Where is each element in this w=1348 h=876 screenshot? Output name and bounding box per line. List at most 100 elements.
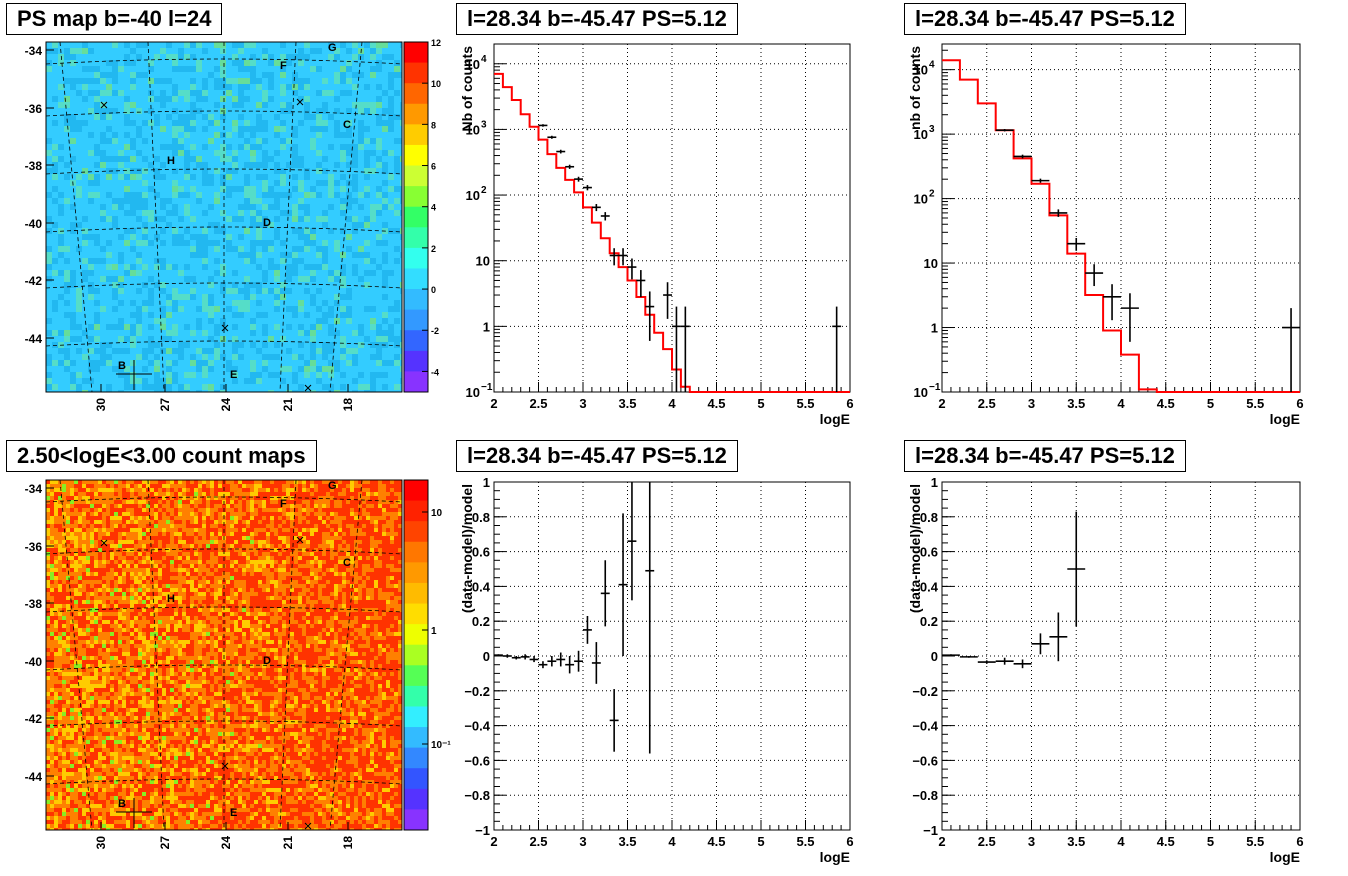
spectrum-2-ytick-label: 10: [914, 127, 928, 142]
count-map-colorbar-swatch: [404, 624, 428, 646]
spectrum-1-xtick-label: 4: [668, 396, 676, 411]
residual-2-ytick-label: 0.8: [920, 510, 938, 525]
residual-2-ytick-label: 0.2: [920, 614, 938, 629]
count-map-colorbar-swatch: [404, 603, 428, 625]
spectrum-1-title: l=28.34 b=-45.47 PS=5.12: [456, 3, 738, 35]
ps-map-source-label: G: [328, 42, 337, 54]
spectrum-1-data-point: [627, 258, 637, 280]
residual-2-xtick-label: 6: [1296, 834, 1303, 849]
spectrum-2-ylabel: nb of counts: [907, 46, 923, 130]
ps-map-lat-line: [45, 340, 403, 347]
residual-1-xtick-label: 4.5: [707, 834, 725, 849]
spectrum-1-data-point: [547, 135, 557, 139]
count-map-colorbar-label: 1: [431, 626, 437, 637]
residual-1-panel: 2 2.5 3 3.5 4 4.5 5 5.5 6 1 0.8 0.6 0.4 0.2 0 −0.2 −0.4 −…: [459, 475, 854, 865]
spectrum-1-ytick-exp: 3: [481, 119, 487, 130]
residual-1-xtick-label: 3.5: [618, 834, 636, 849]
spectrum-2-ytick-exp: 3: [929, 124, 935, 135]
residual-2-ytick-label: 0: [931, 649, 938, 664]
spectrum-1-data-point: [538, 124, 548, 127]
residual-1-xtick-label: 5.5: [796, 834, 814, 849]
ps-map-heatmap-cells-a: [46, 42, 402, 392]
ps-map-colorbar-swatch: [404, 62, 428, 84]
spectrum-2-xtick-label: 5: [1207, 396, 1214, 411]
ps-map-colorbar-swatch: [404, 227, 428, 249]
spectrum-1-ytick-exp: 4: [481, 54, 487, 65]
count-map-source-label: F: [280, 498, 287, 510]
residual-1-data-point: [520, 654, 530, 660]
residual-2-xtick-label: 4.5: [1157, 834, 1175, 849]
ps-map-source-label: C: [343, 119, 351, 131]
residual-2-xtick-label: 3: [1028, 834, 1035, 849]
spectrum-2-data-point: [1282, 308, 1300, 392]
spectrum-1-data-point: [591, 204, 601, 212]
spectrum-2-data-point: [1013, 154, 1032, 159]
spectrum-1-xtick-label: 6: [846, 396, 853, 411]
spectrum-1-ytick-label: 10: [466, 188, 480, 203]
residual-1-data-point: [618, 513, 628, 656]
ps-map-lon-line: [147, 41, 165, 393]
spectrum-1-data-point: [645, 291, 655, 341]
count-map-source-label: G: [328, 480, 337, 492]
ps-map-source-label: D: [263, 217, 271, 229]
residual-2-data-point: [1013, 659, 1032, 669]
count-map-colorbar-swatch: [404, 500, 428, 522]
count-map-xtick-label: 21: [281, 836, 295, 850]
count-map-colorbar-swatch: [404, 582, 428, 605]
spectrum-1-ytick-label: 10: [466, 57, 480, 72]
residual-1-xtick-label: 4: [668, 834, 676, 849]
ps-map-colorbar-swatch: [404, 83, 428, 105]
ps-map-colorbar-swatch: [404, 350, 428, 372]
count-map-colorbar-label: 10⁻¹: [431, 740, 451, 751]
count-map-colorbar-swatch: [404, 541, 428, 563]
ps-map-colorbar-frame: [403, 41, 429, 393]
ps-map-colorbar-label: -4: [431, 367, 439, 377]
ps-map-colorbar: 12 10 8 6 4 2 0 -2 -4: [403, 38, 441, 393]
residual-1-xtick-label: 3: [579, 834, 586, 849]
spectrum-1-data-point: [565, 164, 575, 169]
count-map-colorbar-swatch: [404, 480, 428, 502]
spectrum-1-xtick-label: 3.5: [618, 396, 636, 411]
residual-2-xtick-label: 5.5: [1246, 834, 1264, 849]
spectrum-2-xtick-label: 3: [1028, 396, 1035, 411]
count-map-xtick-label: 27: [158, 836, 172, 850]
count-map-source-label: C: [343, 557, 351, 569]
count-map-x-marker: [296, 536, 304, 544]
ps-map-x-marker: [221, 324, 229, 332]
ps-map-source-label: H: [167, 155, 175, 167]
spectrum-1-ytick-label: 1: [483, 319, 490, 334]
ps-map-ytick-label: -44: [25, 332, 43, 346]
ps-map-xtick-label: 21: [281, 398, 295, 412]
spectrum-1-data-point: [618, 248, 628, 266]
residual-1-data-point: [609, 689, 619, 752]
count-map-x-marker: [100, 539, 108, 547]
spectrum-1-model-line: [494, 72, 850, 393]
count-map-x-marker: [221, 762, 229, 770]
residual-1-ytick-label: 0: [483, 649, 490, 664]
residual-1-ytick-label: −0.8: [464, 788, 490, 803]
count-map-cross-marker: [116, 798, 152, 828]
count-map-xtick-label: 24: [219, 836, 233, 850]
residual-1-xtick-label: 2: [490, 834, 497, 849]
spectrum-2-xtick-label: 6: [1296, 396, 1303, 411]
spectrum-1-ytick-label: 10: [476, 254, 490, 269]
spectrum-1-ytick-exp: 2: [481, 185, 487, 196]
residual-2-data-point: [995, 657, 1014, 665]
spectrum-2-xtick-label: 5.5: [1246, 396, 1264, 411]
spectrum-2-ytick-label: 1: [931, 321, 938, 336]
ps-map-xtick-label: 30: [94, 398, 108, 412]
ps-map-x-marker: [296, 98, 304, 106]
count-map-ytick-label: -34: [25, 482, 43, 496]
ps-map-colorbar-swatch: [404, 206, 428, 228]
residual-1-xtick-label: 2.5: [529, 834, 547, 849]
count-map-colorbar-swatch: [404, 562, 428, 584]
residual-1-xtick-label: 5: [757, 834, 764, 849]
spectrum-1-data-point: [832, 306, 842, 392]
residual-1-ytick-label: 0.6: [472, 545, 490, 560]
count-map-source-label: B: [118, 798, 126, 810]
ps-map-colorbar-swatch: [404, 268, 428, 290]
residual-1-data-point: [565, 656, 575, 674]
ps-map-source-label: E: [230, 369, 237, 381]
spectrum-2-data-point: [1049, 209, 1068, 217]
